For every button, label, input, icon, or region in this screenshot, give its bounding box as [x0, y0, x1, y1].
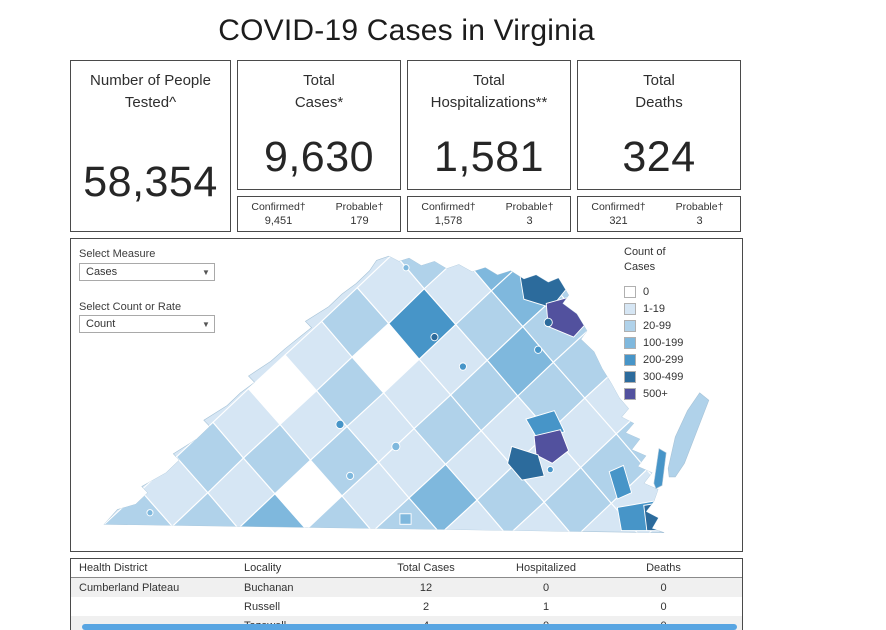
confirmed-cases: Confirmed† 9,451 [251, 201, 306, 227]
confirmed-hospitalizations: Confirmed† 1,578 [421, 201, 476, 227]
legend-swatch [624, 371, 636, 384]
probable-cases: Probable† 179 [335, 201, 384, 227]
kpi-card-hospitalizations: Total Hospitalizations** 1,581 [407, 60, 571, 190]
kpi-title-tested: Number of People Tested^ [90, 72, 211, 111]
locality-table: Health District Locality Total Cases Hos… [71, 559, 742, 630]
city-dot [534, 345, 543, 354]
city-dot [146, 509, 154, 517]
col-header-deaths: Deaths [601, 559, 726, 578]
kpi-title-cases: Total Cases* [294, 72, 344, 111]
probable-deaths: Probable† 3 [675, 201, 724, 227]
legend-item[interactable]: 100-199 [624, 335, 683, 352]
col-header-locality: Locality [236, 559, 361, 578]
chevron-down-icon[interactable]: ▼ [202, 267, 210, 277]
kpi-card-tested: Number of People Tested^ 58,354 [70, 60, 231, 232]
legend-item[interactable]: 500+ [624, 386, 683, 403]
chevron-down-icon[interactable]: ▼ [202, 319, 210, 329]
legend-swatch [624, 388, 636, 401]
probable-hospitalizations: Probable† 3 [505, 201, 554, 227]
legend-item[interactable]: 1-19 [624, 301, 683, 318]
eastern-shore[interactable] [653, 392, 710, 489]
city-dot [335, 419, 345, 430]
city-dot [391, 441, 401, 452]
chesterfield-shape [507, 445, 545, 481]
legend-title: Count of Cases [624, 246, 666, 274]
legend-swatch [624, 286, 636, 299]
city-dot [546, 465, 554, 474]
city-dot [346, 471, 355, 481]
kpi-subcard-cases: Confirmed† 9,451 Probable† 179 [237, 196, 401, 232]
table-row[interactable]: Russell 2 1 0 [244, 600, 667, 613]
legend-item[interactable]: 200-299 [624, 352, 683, 369]
kpi-value-tested: 58,354 [83, 158, 218, 206]
richmond-city-shape [533, 429, 570, 464]
measure-dropdown-value[interactable]: Cases [86, 266, 118, 278]
kpi-card-cases: Total Cases* 9,630 [237, 60, 401, 190]
confirmed-deaths: Confirmed† 321 [591, 201, 646, 227]
city-dot [543, 317, 553, 328]
map-panel: Select Measure Cases ▼ Select Count or R… [70, 238, 743, 552]
legend-swatch [624, 354, 636, 367]
table-row[interactable]: Cumberland Plateau Buchanan 12 0 0 [71, 577, 742, 597]
city-dot [399, 513, 412, 525]
city-dot [430, 332, 439, 342]
table-header-row: Health District Locality Total Cases Hos… [71, 559, 742, 578]
newport-news-shape [608, 464, 633, 500]
col-header-total-cases: Total Cases [361, 559, 491, 578]
count-rate-filter-label: Select Count or Rate [79, 301, 182, 313]
page-title: COVID-19 Cases in Virginia [218, 14, 595, 47]
kpi-value-cases: 9,630 [263, 133, 375, 181]
virginia-choropleth-map[interactable] [89, 253, 721, 539]
eastern-shore-lower-shape [653, 448, 667, 489]
kpi-value-deaths: 324 [622, 133, 696, 181]
kpi-title-deaths: Total Deaths [635, 72, 683, 111]
legend-item[interactable]: 300-499 [624, 369, 683, 386]
count-rate-dropdown[interactable]: Count ▼ [79, 315, 215, 333]
legend-swatch [624, 337, 636, 350]
legend-swatch [624, 303, 636, 316]
kpi-subcard-deaths: Confirmed† 321 Probable† 3 [577, 196, 741, 232]
legend-swatch [624, 320, 636, 333]
arlington-shape [565, 281, 584, 300]
kpi-title-hospitalizations: Total Hospitalizations** [430, 72, 548, 111]
measure-filter-label: Select Measure [79, 248, 156, 260]
count-rate-dropdown-value[interactable]: Count [86, 318, 116, 330]
horizontal-scrollbar[interactable] [82, 624, 737, 630]
locality-table-panel: Health District Locality Total Cases Hos… [70, 558, 743, 630]
map-legend: Count of Cases 0 1-19 20-99 100-199 2 [624, 245, 683, 403]
col-header-hospitalized: Hospitalized [491, 559, 601, 578]
kpi-subcard-hospitalizations: Confirmed† 1,578 Probable† 3 [407, 196, 571, 232]
legend-item[interactable]: 20-99 [624, 318, 683, 335]
eastern-shore-main-shape [667, 392, 710, 478]
city-dot [402, 264, 410, 272]
legend-item[interactable]: 0 [624, 284, 683, 301]
city-dot [458, 362, 467, 371]
kpi-card-deaths: Total Deaths 324 [577, 60, 741, 190]
kpi-value-hospitalizations: 1,581 [433, 133, 545, 181]
measure-dropdown[interactable]: Cases ▼ [79, 263, 215, 281]
col-header-health-district: Health District [71, 559, 236, 578]
